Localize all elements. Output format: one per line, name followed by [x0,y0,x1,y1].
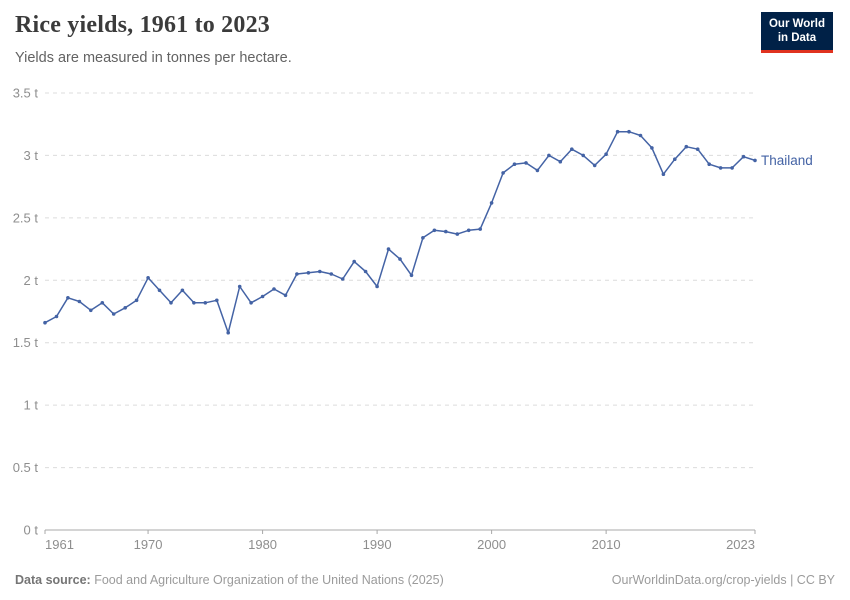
data-point[interactable] [66,296,70,300]
data-point[interactable] [111,312,116,316]
data-point[interactable] [707,162,711,166]
y-tick-label: 1.5 t [13,335,39,350]
data-point[interactable] [203,301,208,305]
data-point[interactable] [318,269,322,274]
data-point[interactable] [146,276,150,280]
data-point[interactable] [77,299,82,304]
data-point[interactable] [352,259,357,264]
data-point[interactable] [398,257,402,261]
data-point[interactable] [535,168,540,173]
data-point[interactable] [455,232,460,236]
x-tick-label: 1970 [134,537,163,552]
data-point[interactable] [661,172,666,176]
data-point[interactable] [730,166,734,170]
data-source-label: Data source: [15,573,91,587]
data-point[interactable] [215,298,219,303]
data-point[interactable] [638,133,643,138]
data-point[interactable] [249,301,253,305]
data-point[interactable] [100,301,105,305]
data-point[interactable] [684,144,689,149]
y-tick-label: 3 t [24,148,39,163]
data-point[interactable] [558,159,563,164]
data-point[interactable] [123,306,127,310]
data-point[interactable] [524,161,528,165]
x-tick-label: 2000 [477,537,506,552]
data-point[interactable] [386,247,391,251]
x-tick-label: 2010 [592,537,621,552]
owid-logo[interactable]: Our World in Data [760,12,833,53]
data-point[interactable] [489,201,494,205]
data-point[interactable] [570,147,574,151]
data-point[interactable] [272,287,276,291]
data-source: Data source: Food and Agriculture Organi… [15,573,444,587]
data-point[interactable] [627,129,631,134]
y-tick-label: 2.5 t [13,210,39,225]
data-point[interactable] [501,171,505,175]
chart-title: Rice yields, 1961 to 2023 [15,12,270,38]
data-point[interactable] [340,277,345,281]
data-point[interactable] [604,152,608,156]
x-tick-label: 1961 [45,537,74,552]
chart-footer: Data source: Food and Agriculture Organi… [15,573,835,587]
data-source-text: Food and Agriculture Organization of the… [94,573,444,587]
data-point[interactable] [375,284,379,289]
data-point[interactable] [695,147,700,151]
x-tick-label: 1980 [248,537,277,552]
data-point[interactable] [329,272,334,276]
data-point[interactable] [180,288,185,293]
entity-label: Thailand [761,153,813,168]
data-line-thailand[interactable] [44,130,756,334]
logo-line-1: Our World [768,18,825,30]
x-tick-label: 1990 [363,537,392,552]
data-point[interactable] [718,166,723,170]
data-point[interactable] [157,288,162,293]
data-point[interactable] [673,157,677,161]
attribution: OurWorldinData.org/crop-yields | CC BY [611,573,835,587]
y-tick-label: 2 t [24,273,39,288]
data-point[interactable] [306,271,311,275]
y-tick-label: 1 t [24,398,39,413]
data-point[interactable] [432,228,437,233]
data-point[interactable] [581,153,585,158]
data-point[interactable] [283,293,288,298]
data-point[interactable] [444,229,448,234]
data-point[interactable] [237,284,242,289]
data-point[interactable] [615,129,620,134]
data-point[interactable] [43,320,47,325]
data-point[interactable] [478,227,483,231]
data-point[interactable] [753,158,757,163]
data-point[interactable] [547,153,551,158]
data-point[interactable] [54,314,59,319]
y-tick-label: 0.5 t [13,460,39,475]
data-point[interactable] [192,301,196,305]
data-point[interactable] [421,236,425,240]
data-point[interactable] [134,298,139,303]
data-point[interactable] [409,273,414,278]
x-tick-label: 2023 [726,537,755,552]
data-point[interactable] [363,269,368,274]
logo-line-2: in Data [777,32,817,45]
data-point[interactable] [89,308,93,313]
data-point[interactable] [741,154,746,159]
data-point[interactable] [592,163,597,168]
data-point[interactable] [260,294,265,299]
y-tick-label: 3.5 t [13,86,39,101]
y-tick-label: 0 t [24,523,39,538]
data-point[interactable] [226,330,230,335]
data-point[interactable] [169,301,173,305]
data-point[interactable] [650,146,654,150]
chart-subtitle: Yields are measured in tonnes per hectar… [15,50,292,66]
data-point[interactable] [295,272,299,276]
data-point[interactable] [512,162,517,166]
data-point[interactable] [466,228,471,233]
